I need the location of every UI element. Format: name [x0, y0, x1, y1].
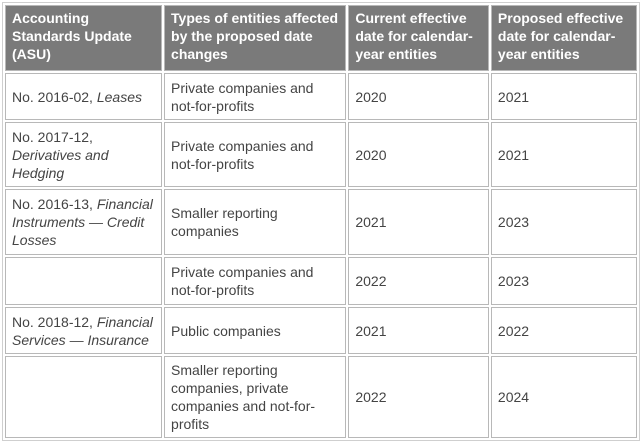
- effective-dates-table: Accounting Standards Update (ASU) Types …: [2, 2, 640, 441]
- effective-dates-table-container: Accounting Standards Update (ASU) Types …: [2, 2, 640, 441]
- current-date-cell: 2022: [348, 356, 489, 438]
- asu-cell: No. 2016-13, Financial Instruments — Cre…: [5, 189, 163, 255]
- asu-name: Leases: [96, 88, 142, 105]
- header-entity-types: Types of entities affected by the propos…: [164, 5, 347, 71]
- table-row: Private companies and not-for-profits 20…: [5, 257, 637, 305]
- entities-cell: Private companies and not-for-profits: [164, 257, 347, 305]
- entities-cell: Public companies: [164, 307, 347, 354]
- header-current-date: Current effective date for calendar-year…: [348, 5, 489, 71]
- current-date-cell: 2021: [348, 307, 489, 354]
- table-row: No. 2017-12, Derivatives and Hedging Pri…: [5, 122, 637, 187]
- header-asu: Accounting Standards Update (ASU): [5, 5, 163, 71]
- entities-cell: Smaller reporting companies, private com…: [164, 356, 347, 438]
- asu-cell: [5, 356, 163, 438]
- proposed-date-cell: 2022: [490, 307, 637, 354]
- asu-cell: No. 2018-12, Financial Services — Insura…: [5, 307, 163, 354]
- current-date-cell: 2022: [348, 257, 489, 305]
- asu-number: No. 2016-13,: [12, 196, 97, 212]
- asu-name: Financial Instruments — Credit Losses: [12, 196, 153, 248]
- table-header-row: Accounting Standards Update (ASU) Types …: [5, 5, 637, 71]
- asu-name: Derivatives and Hedging: [12, 146, 109, 181]
- proposed-date-cell: 2024: [490, 356, 637, 438]
- proposed-date-cell: 2023: [490, 257, 637, 305]
- proposed-date-cell: 2023: [490, 189, 637, 255]
- table-row: No. 2016-13, Financial Instruments — Cre…: [5, 189, 637, 255]
- current-date-cell: 2021: [348, 189, 489, 255]
- asu-cell: [5, 257, 163, 305]
- asu-cell: No. 2016-02, Leases: [5, 73, 163, 120]
- table-row: Smaller reporting companies, private com…: [5, 356, 637, 438]
- asu-cell: No. 2017-12, Derivatives and Hedging: [5, 122, 163, 187]
- header-proposed-date: Proposed effective date for calendar-yea…: [490, 5, 637, 71]
- current-date-cell: 2020: [348, 122, 489, 187]
- entities-cell: Private companies and not-for-profits: [164, 73, 347, 120]
- entities-cell: Private companies and not-for-profits: [164, 122, 347, 187]
- proposed-date-cell: 2021: [490, 73, 637, 120]
- asu-name: Financial Services — Insurance: [12, 313, 153, 348]
- asu-number: No. 2016-02,: [12, 88, 97, 105]
- table-row: No. 2018-12, Financial Services — Insura…: [5, 307, 637, 354]
- asu-number: No. 2018-12,: [12, 313, 97, 330]
- current-date-cell: 2020: [348, 73, 489, 120]
- entities-cell: Smaller reporting companies: [164, 189, 347, 255]
- asu-number: No. 2017-12,: [12, 128, 93, 145]
- table-row: No. 2016-02, Leases Private companies an…: [5, 73, 637, 120]
- proposed-date-cell: 2021: [490, 122, 637, 187]
